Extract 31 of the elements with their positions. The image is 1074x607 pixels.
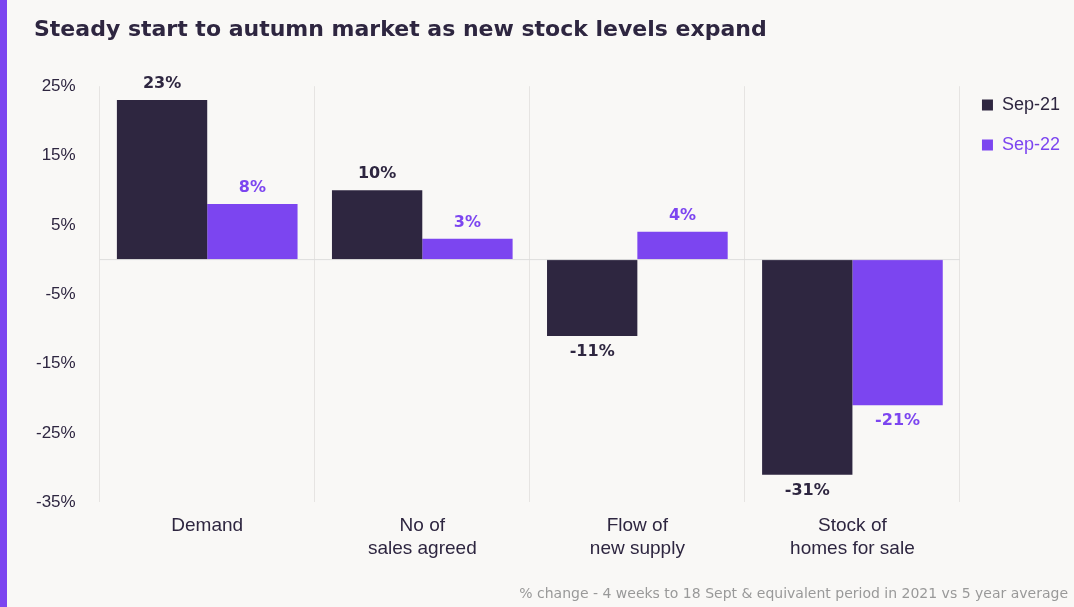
chart-title: Steady start to autumn market as new stock levels expand — [34, 16, 767, 41]
data-label: 23% — [142, 73, 182, 93]
bar — [116, 100, 208, 260]
legend-label: Sep-21 — [1001, 93, 1060, 114]
data-label: 3% — [453, 211, 482, 231]
data-label: 10% — [357, 163, 397, 183]
bar — [762, 259, 853, 475]
bar — [852, 259, 943, 406]
y-tick-label: -15% — [36, 353, 76, 373]
data-label: -31% — [784, 479, 830, 499]
x-tick-label: No of sales agreed — [367, 514, 477, 558]
y-tick-label: 5% — [51, 214, 76, 234]
bar — [422, 238, 513, 260]
data-label: -21% — [875, 410, 921, 430]
y-tick-label: -35% — [36, 492, 76, 512]
legend-label: Sep-22 — [1001, 133, 1060, 154]
bar — [547, 259, 638, 336]
y-tick-label: -5% — [45, 283, 76, 303]
bar — [331, 190, 423, 260]
data-label: 8% — [238, 177, 266, 197]
y-tick-label: -25% — [36, 422, 76, 442]
y-tick-label: 15% — [41, 145, 76, 165]
text: % change - 4 weeks to 18 Sept & equivalent period in 2021 vs 5 year average — [519, 585, 1068, 601]
bar — [637, 231, 728, 260]
x-tick-label: Stock of homes for sale — [790, 514, 915, 558]
x-tick-label: Flow of new supply — [589, 514, 686, 558]
data-label: 4% — [668, 205, 697, 225]
x-tick-label: Demand — [171, 514, 244, 536]
y-tick-label: 25% — [41, 75, 76, 95]
data-label: -11% — [569, 341, 615, 361]
bar — [207, 204, 298, 260]
